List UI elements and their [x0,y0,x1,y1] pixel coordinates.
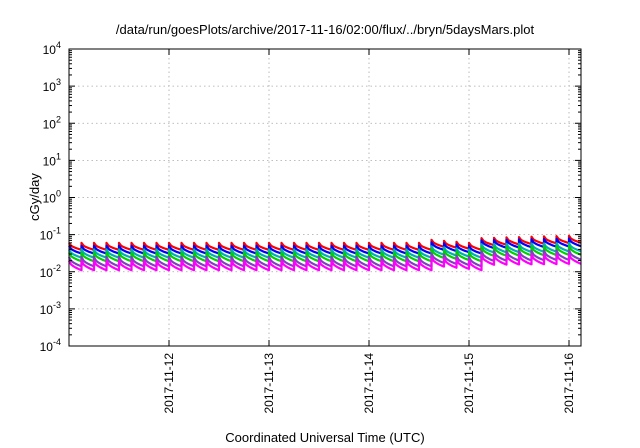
y-tick-label: 101 [43,151,61,168]
series-line-6 [68,253,582,272]
ticks [69,48,581,347]
y-axis-label: cGy/day [27,173,42,221]
x-tick-label: 2017-11-16 [562,353,576,414]
x-tick-labels: 2017-11-12 2017-11-13 2017-11-14 2017-11-15… [162,353,576,414]
x-tick-label: 2017-11-12 [162,353,176,414]
grid [69,49,581,346]
y-tick-label: 102 [43,114,61,131]
y-tick-label: 104 [43,40,61,57]
y-tick-label: 10-2 [40,263,61,280]
y-tick-label: 100 [43,189,61,206]
y-tick-label: 10-1 [40,226,61,243]
y-tick-labels: 10-4 10-3 10-2 10-1 100 101 102 103 104 [40,40,61,354]
series-group [68,234,582,272]
x-tick-label: 2017-11-14 [362,353,376,414]
y-tick-label: 103 [43,77,61,94]
chart-title: /data/run/goesPlots/archive/2017-11-16/0… [116,22,535,37]
y-tick-label: 10-3 [40,300,61,317]
x-tick-label: 2017-11-15 [462,353,476,414]
x-axis-label: Coordinated Universal Time (UTC) [225,430,424,445]
x-tick-label: 2017-11-13 [262,353,276,414]
y-tick-label: 10-4 [40,337,61,354]
